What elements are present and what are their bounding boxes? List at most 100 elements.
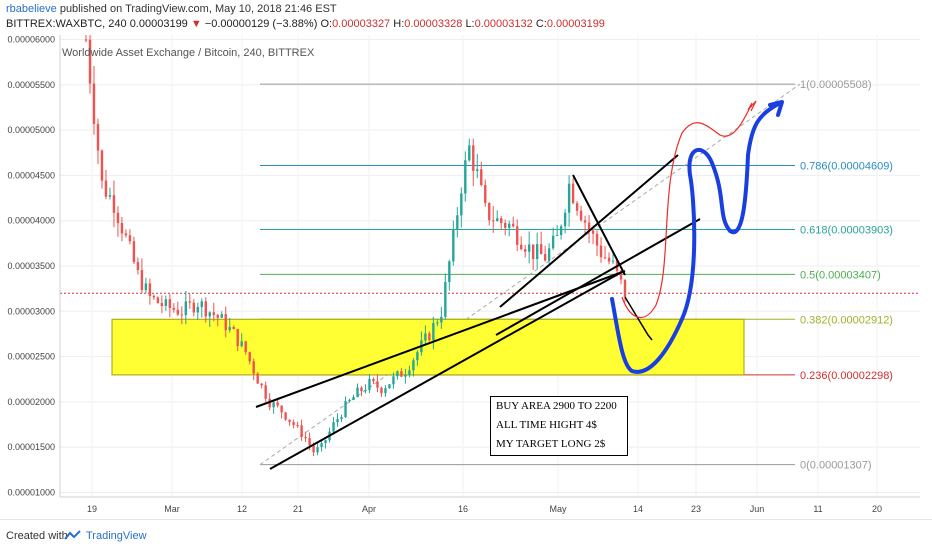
trendline-upper-1: [255, 270, 626, 408]
candle-body: [484, 185, 487, 203]
x-tick-label: 23: [691, 504, 701, 514]
symbol-info: BITTREX:WAXBTC, 240 0.00003199 ▼ −0.0000…: [6, 18, 605, 30]
candle-body: [579, 210, 583, 221]
candle-body: [476, 169, 479, 171]
fib-label-0_382: 0.382(0.00002912): [800, 314, 893, 326]
candle-body: [607, 257, 611, 262]
candle-body: [424, 333, 427, 341]
trend-lines: [255, 100, 784, 470]
candle-body: [611, 260, 615, 262]
x-tick-label: 16: [458, 504, 468, 514]
candle-body: [392, 376, 395, 385]
candle-body: [148, 283, 152, 296]
candle-body: [595, 233, 599, 246]
candle-body: [456, 215, 459, 230]
candle-body: [228, 326, 231, 331]
candle-body: [284, 412, 287, 420]
candle-body: [516, 226, 519, 245]
candle-body: [116, 212, 120, 224]
candle-body: [156, 297, 160, 304]
y-tick-label: 0.00006000: [7, 35, 55, 45]
candle-body: [204, 301, 207, 317]
y-tick-label: 0.00004000: [7, 216, 55, 226]
candle-body: [112, 195, 116, 213]
candle-body: [104, 180, 108, 197]
blue-forecast-path: [610, 100, 784, 374]
candle-body: [571, 183, 575, 204]
candle-body: [504, 223, 507, 228]
candle-body: [160, 303, 164, 306]
candle-body: [196, 307, 199, 313]
candle-body: [448, 261, 451, 282]
candle-body: [340, 417, 343, 420]
x-tick-label: May: [549, 504, 567, 514]
x-tick-label: 21: [293, 504, 303, 514]
candle-body: [332, 422, 335, 432]
fib-label-0_618: 0.618(0.00003903): [800, 224, 893, 236]
candle-body: [360, 387, 363, 392]
candle-body: [312, 445, 315, 453]
x-tick-label: Jun: [750, 504, 765, 514]
fib-label-1: 1(0.00005508): [800, 79, 872, 91]
candle-body: [260, 383, 263, 386]
candle-body: [172, 307, 176, 310]
y-tick-label: 0.00002000: [7, 397, 55, 407]
price-chart[interactable]: 1(0.00005508) 0.786(0.00004609) 0.618(0.00…: [0, 35, 932, 519]
candle-body: [364, 389, 367, 392]
candle-body: [472, 145, 475, 171]
candle-body: [531, 244, 535, 260]
y-tick-label: 0.00003500: [7, 261, 55, 271]
candle-body: [296, 425, 299, 427]
candle-body: [428, 333, 431, 341]
candle-body: [460, 193, 463, 216]
y-axis: 0.00006000 0.00005500 0.00005000 0.00004500…: [7, 35, 55, 497]
x-tick-label: 14: [633, 504, 643, 514]
candle-body: [232, 326, 235, 330]
candle-body: [192, 302, 195, 313]
candle-body: [136, 262, 140, 271]
y-tick-label: 0.00005000: [7, 125, 55, 135]
candle-body: [252, 361, 255, 374]
candle-body: [336, 419, 339, 423]
candle-body: [124, 233, 128, 236]
candle-body: [512, 223, 515, 227]
candle-body: [212, 312, 215, 316]
candle-body: [368, 378, 371, 390]
y-tick-label: 0.00003000: [7, 306, 55, 316]
tradingview-logo-icon: [64, 530, 81, 540]
x-tick-label: 11: [813, 504, 822, 514]
candle-body: [519, 244, 523, 250]
candle-body: [280, 405, 283, 413]
fib-trend-diagonal: [259, 83, 801, 466]
candle-body: [92, 83, 96, 124]
x-tick-label: 19: [87, 504, 97, 514]
candle-body: [496, 218, 499, 222]
candle-body: [324, 440, 327, 444]
candle-body: [432, 322, 435, 341]
candle-body: [551, 235, 555, 249]
note-line-target: MY TARGET LONG 2$: [496, 438, 606, 450]
candle-body: [555, 235, 559, 237]
fib-label-0_5: 0.5(0.00003407): [800, 269, 881, 281]
fibonacci-levels: 1(0.00005508) 0.786(0.00004609) 0.618(0.00…: [259, 79, 893, 472]
candle-body: [416, 352, 419, 361]
candle-body: [132, 241, 136, 263]
candle-body: [539, 244, 543, 255]
candle-body: [256, 373, 259, 384]
drop-line: [624, 296, 653, 341]
trendline-down: [572, 174, 626, 276]
candle-body: [583, 220, 587, 223]
candle-body: [96, 123, 100, 151]
open-value: 0.00003327: [332, 18, 391, 30]
candle-body: [547, 248, 551, 261]
author-link[interactable]: rbabelieve: [6, 3, 57, 15]
publish-info: rbabelieve published on TradingView.com,…: [6, 3, 337, 15]
candle-body: [563, 212, 567, 227]
trade-note: BUY AREA 2900 TO 2200 ALL TIME HIGHT 4$ …: [490, 396, 628, 456]
candle-body: [344, 401, 347, 418]
tradingview-link[interactable]: TradingView: [86, 530, 147, 542]
candle-body: [523, 249, 527, 252]
candle-body: [140, 270, 144, 291]
candle-body: [272, 402, 275, 408]
high-value: 0.00003328: [404, 18, 463, 30]
